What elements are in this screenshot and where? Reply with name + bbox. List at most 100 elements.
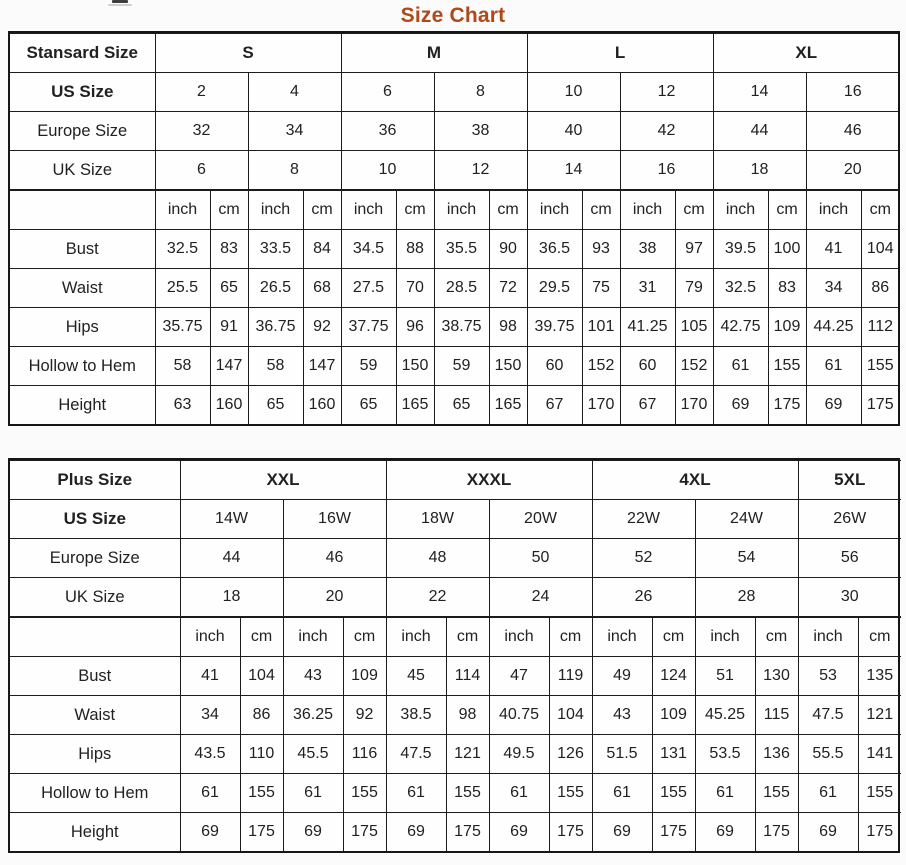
measure-value-cell: 61 <box>712 346 769 386</box>
measure-value-cell: 61 <box>805 346 862 386</box>
measure-value-cell: 45.25 <box>694 695 756 735</box>
measure-row-label: Bust <box>10 656 181 696</box>
measure-value-cell: 28.5 <box>433 268 490 308</box>
measure-value-cell: 39.75 <box>526 307 583 347</box>
unit-inch-label: inch <box>154 190 211 230</box>
measure-value-cell: 43 <box>282 656 344 696</box>
stray-glyph-fragment <box>112 0 128 3</box>
measure-value-cell: 141 <box>857 734 901 774</box>
size-group-header: M <box>340 33 528 73</box>
measure-value-cell: 175 <box>857 812 901 851</box>
measure-value-cell: 40.75 <box>488 695 550 735</box>
measure-value-cell: 61 <box>488 773 550 813</box>
standard-size-chart-table: Stansard Size S M L XL US Size 2 4 6 8 10 12 14 16 Eur… <box>8 31 900 426</box>
stray-glyph-fragment-light <box>108 4 132 6</box>
measure-value-cell: 63 <box>154 385 211 424</box>
measure-row-label: Hips <box>10 734 181 774</box>
size-value-cell: 14 <box>712 72 807 112</box>
unit-cm-label: cm <box>548 617 593 657</box>
row-label: Europe Size <box>10 538 181 578</box>
measure-value-cell: 47 <box>488 656 550 696</box>
unit-inch-label: inch <box>526 190 583 230</box>
measure-value-cell: 98 <box>445 695 490 735</box>
measure-value-cell: 70 <box>395 268 435 308</box>
measure-row-label: Hips <box>10 307 156 347</box>
unit-inch-label: inch <box>619 190 676 230</box>
measure-value-cell: 86 <box>860 268 899 308</box>
measure-value-cell: 101 <box>581 307 621 347</box>
measure-value-cell: 121 <box>857 695 901 735</box>
measure-value-cell: 175 <box>767 385 807 424</box>
measure-value-cell: 116 <box>342 734 387 774</box>
measure-value-cell: 98 <box>488 307 528 347</box>
measure-value-cell: 92 <box>302 307 342 347</box>
measure-value-cell: 65 <box>340 385 397 424</box>
unit-inch-label: inch <box>805 190 862 230</box>
measure-value-cell: 130 <box>754 656 799 696</box>
row-label: US Size <box>10 499 181 539</box>
measure-value-cell: 47.5 <box>797 695 859 735</box>
corner-label: Plus Size <box>10 460 181 500</box>
measure-value-cell: 65 <box>247 385 304 424</box>
measure-value-cell: 147 <box>302 346 342 386</box>
size-value-cell: 48 <box>385 538 490 578</box>
size-group-header: XXL <box>179 460 387 500</box>
size-group-header: XL <box>712 33 900 73</box>
unit-cm-label: cm <box>488 190 528 230</box>
measure-value-cell: 61 <box>591 773 653 813</box>
measure-row-label: Hollow to Hem <box>10 346 156 386</box>
size-value-cell: 18W <box>385 499 490 539</box>
size-value-cell: 2 <box>154 72 249 112</box>
size-value-cell: 8 <box>433 72 528 112</box>
measure-value-cell: 160 <box>209 385 249 424</box>
measure-value-cell: 41.25 <box>619 307 676 347</box>
size-value-cell: 16 <box>619 150 714 190</box>
measure-value-cell: 69 <box>179 812 241 851</box>
size-value-cell: 20W <box>488 499 593 539</box>
size-value-cell: 42 <box>619 111 714 151</box>
unit-inch-label: inch <box>433 190 490 230</box>
measure-value-cell: 68 <box>302 268 342 308</box>
measure-value-cell: 61 <box>282 773 344 813</box>
unit-cm-label: cm <box>342 617 387 657</box>
measure-value-cell: 65 <box>209 268 249 308</box>
unit-inch-label: inch <box>340 190 397 230</box>
measure-value-cell: 35.75 <box>154 307 211 347</box>
unit-cm-label: cm <box>581 190 621 230</box>
page-title: Size Chart <box>400 4 506 27</box>
size-value-cell: 10 <box>526 72 621 112</box>
measure-value-cell: 136 <box>754 734 799 774</box>
unit-inch-label: inch <box>694 617 756 657</box>
row-label: US Size <box>10 72 156 112</box>
measure-row-label: Hollow to Hem <box>10 773 181 813</box>
measure-value-cell: 31 <box>619 268 676 308</box>
measure-value-cell: 36.25 <box>282 695 344 735</box>
size-value-cell: 8 <box>247 150 342 190</box>
measure-row-label: Waist <box>10 695 181 735</box>
measure-value-cell: 121 <box>445 734 490 774</box>
size-value-cell: 6 <box>340 72 435 112</box>
measure-value-cell: 27.5 <box>340 268 397 308</box>
measure-value-cell: 35.5 <box>433 229 490 269</box>
measure-value-cell: 152 <box>674 346 714 386</box>
row-label: UK Size <box>10 150 156 190</box>
size-value-cell: 32 <box>154 111 249 151</box>
measure-value-cell: 170 <box>581 385 621 424</box>
measure-value-cell: 88 <box>395 229 435 269</box>
measure-value-cell: 37.75 <box>340 307 397 347</box>
measure-value-cell: 126 <box>548 734 593 774</box>
measure-value-cell: 155 <box>860 346 899 386</box>
size-value-cell: 24W <box>694 499 799 539</box>
measure-value-cell: 67 <box>619 385 676 424</box>
measure-value-cell: 165 <box>395 385 435 424</box>
measure-value-cell: 150 <box>395 346 435 386</box>
measure-value-cell: 155 <box>754 773 799 813</box>
measure-value-cell: 69 <box>797 812 859 851</box>
unit-cm-label: cm <box>445 617 490 657</box>
size-value-cell: 14W <box>179 499 284 539</box>
measure-value-cell: 51 <box>694 656 756 696</box>
measure-value-cell: 83 <box>209 229 249 269</box>
unit-cm-label: cm <box>209 190 249 230</box>
measure-value-cell: 135 <box>857 656 901 696</box>
measure-value-cell: 155 <box>651 773 696 813</box>
